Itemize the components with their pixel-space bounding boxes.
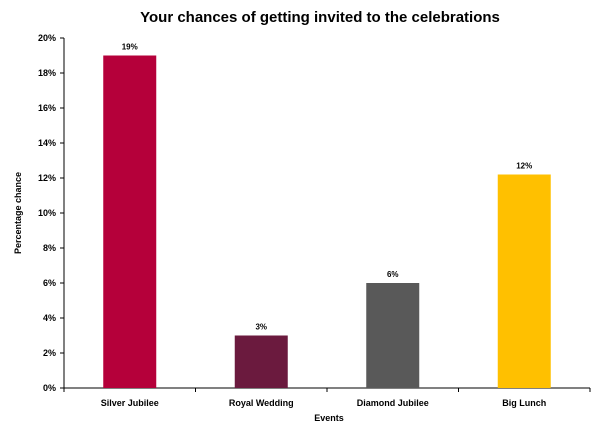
data-labels-group: 19% 3% 6% 12%: [122, 43, 533, 332]
x-tick-label: Royal Wedding: [229, 398, 294, 408]
y-axis: 0% 2% 4% 6% 8% 10% 12% 14% 16% 18% 20%: [38, 33, 65, 393]
x-axis: Silver Jubilee Royal Wedding Diamond Jubil…: [63, 387, 591, 408]
bar: [103, 55, 157, 388]
y-tick-label: 20%: [38, 33, 56, 43]
y-axis-label: Percentage chance: [13, 172, 23, 254]
data-label: 3%: [255, 323, 267, 332]
chart-title: Your chances of getting invited to the c…: [140, 9, 500, 26]
x-tick-label: Silver Jubilee: [101, 398, 159, 408]
y-tick-label: 2%: [43, 348, 56, 358]
x-tick-label: Diamond Jubilee: [357, 398, 429, 408]
y-tick-label: 8%: [43, 243, 56, 253]
data-label: 19%: [122, 43, 138, 52]
x-tick-label: Big Lunch: [502, 398, 546, 408]
bar: [497, 174, 551, 388]
y-tick-label: 6%: [43, 278, 56, 288]
data-label: 12%: [516, 162, 532, 171]
bar: [366, 283, 420, 388]
y-tick-label: 10%: [38, 208, 56, 218]
y-tick-label: 18%: [38, 68, 56, 78]
data-label: 6%: [387, 270, 399, 279]
y-tick-label: 14%: [38, 138, 56, 148]
bars-group: [103, 55, 551, 388]
y-tick-label: 16%: [38, 103, 56, 113]
x-axis-label: Events: [314, 413, 344, 423]
y-tick-label: 4%: [43, 313, 56, 323]
y-tick-label: 0%: [43, 383, 56, 393]
y-tick-label: 12%: [38, 173, 56, 183]
bar: [234, 335, 288, 388]
